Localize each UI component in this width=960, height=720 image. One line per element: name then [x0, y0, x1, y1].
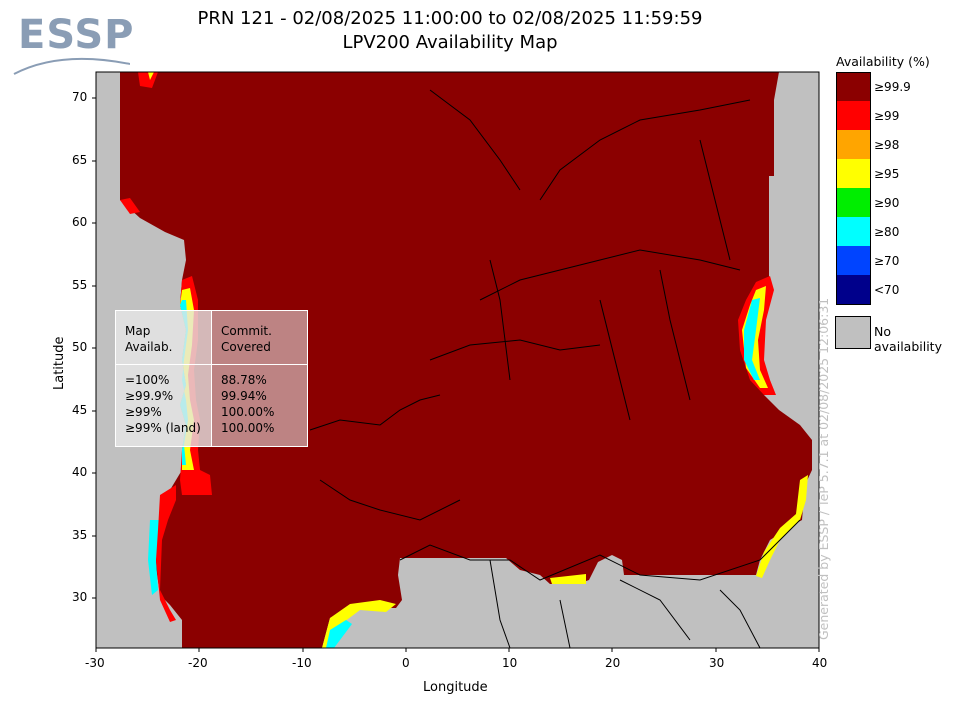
country-borders: [309, 89, 801, 648]
stats-row-label: =100%: [125, 373, 170, 387]
y-tick-label: 30: [72, 590, 88, 604]
legend-swatch: [836, 130, 871, 159]
y-tick-label: 65: [72, 153, 88, 167]
north-corner-yellow: [148, 72, 154, 80]
x-tick-label: 20: [605, 656, 621, 670]
sw-edge-cyan: [148, 520, 160, 595]
legend-swatch: [836, 101, 871, 130]
no-availability-swatch: [835, 316, 871, 349]
x-tick-label: -20: [188, 656, 208, 670]
legend-label: ≥90: [874, 196, 900, 210]
stats-separator: [212, 364, 307, 365]
legend-swatch: [836, 246, 871, 275]
legend-swatch: [836, 72, 871, 102]
sw-edge-red: [156, 485, 176, 622]
generated-by-watermark: Generated by ESSP / TeP 5.7.1 at 02/08/2…: [816, 297, 831, 640]
legend-label: ≥70: [874, 254, 900, 268]
y-tick-label: 70: [72, 90, 88, 104]
y-tick-label: 60: [72, 215, 88, 229]
legend-swatch: [836, 217, 871, 246]
x-tick-marks: [95, 648, 820, 652]
stats-map-availability-column: Map Availab. =100% ≥99.9% ≥99% ≥99% (lan…: [115, 310, 212, 447]
essp-logo: [13, 14, 134, 84]
logo-text: ESSP: [18, 12, 135, 58]
coverage-stats-table: Map Availab. =100% ≥99.9% ≥99% ≥99% (lan…: [115, 310, 308, 447]
logo-swoosh: [13, 57, 130, 75]
x-tick-label: 40: [812, 656, 828, 670]
legend-swatch: [836, 159, 871, 188]
map-subtitle: LPV200 Availability Map: [342, 32, 558, 53]
stats-row-value: 99.94%: [221, 389, 267, 403]
legend-label: ≥80: [874, 225, 900, 239]
y-tick-label: 55: [72, 278, 88, 292]
stats-header-line: Commit.: [221, 324, 272, 338]
stats-separator: [116, 364, 211, 365]
y-tick-label: 50: [72, 340, 88, 354]
stats-row-label: ≥99%: [125, 405, 162, 419]
stats-row-value: 88.78%: [221, 373, 267, 387]
stats-commit-covered-column: Commit. Covered 88.78% 99.94% 100.00% 10…: [211, 310, 308, 447]
map-title: PRN 121 - 02/08/2025 11:00:00 to 02/08/2…: [197, 8, 703, 29]
x-tick-label: -10: [292, 656, 312, 670]
south-edge-cyan: [326, 620, 352, 648]
stats-header-right: Commit. Covered: [221, 323, 272, 355]
x-axis-label: Longitude: [423, 680, 488, 695]
nw-corner-red: [120, 198, 140, 214]
no-availability-label: No availability: [874, 324, 942, 354]
stats-header-line: Availab.: [125, 340, 173, 354]
stats-row-label: ≥99.9%: [125, 389, 174, 403]
y-tick-label: 45: [72, 403, 88, 417]
availability-region: [120, 72, 812, 648]
y-tick-label: 35: [72, 528, 88, 542]
y-tick-label: 40: [72, 465, 88, 479]
stats-row-label: ≥99% (land): [125, 421, 201, 435]
x-tick-label: 30: [709, 656, 725, 670]
stats-row-labels: =100% ≥99.9% ≥99% ≥99% (land): [125, 372, 201, 436]
legend-label: ≥99: [874, 109, 900, 123]
y-axis-label: Latitude: [52, 336, 67, 390]
legend-swatch: [836, 275, 871, 305]
legend-label: ≥99.9: [874, 80, 911, 94]
plot-frame: [95, 71, 820, 649]
stats-header-line: Map: [125, 324, 151, 338]
stats-row-value: 100.00%: [221, 421, 275, 435]
stats-header-line: Covered: [221, 340, 271, 354]
legend-swatch: [836, 188, 871, 217]
se-edge-yellow: [756, 475, 808, 578]
legend-label: <70: [874, 283, 900, 297]
south-edge-yellow: [322, 600, 396, 648]
stats-row-value: 100.00%: [221, 405, 275, 419]
x-tick-label: 10: [502, 656, 518, 670]
x-tick-label: 0: [402, 656, 410, 670]
north-corner-red: [138, 72, 158, 88]
legend-title: Availability (%): [836, 54, 930, 69]
y-tick-marks: [92, 97, 96, 599]
east-edge-cyan: [744, 298, 760, 380]
libya-edge-yellow: [550, 574, 586, 584]
stats-header-left: Map Availab.: [125, 323, 172, 355]
x-tick-label: -30: [85, 656, 105, 670]
stats-row-values: 88.78% 99.94% 100.00% 100.00%: [221, 372, 274, 436]
legend-label: ≥98: [874, 138, 900, 152]
legend-label: ≥95: [874, 167, 900, 181]
